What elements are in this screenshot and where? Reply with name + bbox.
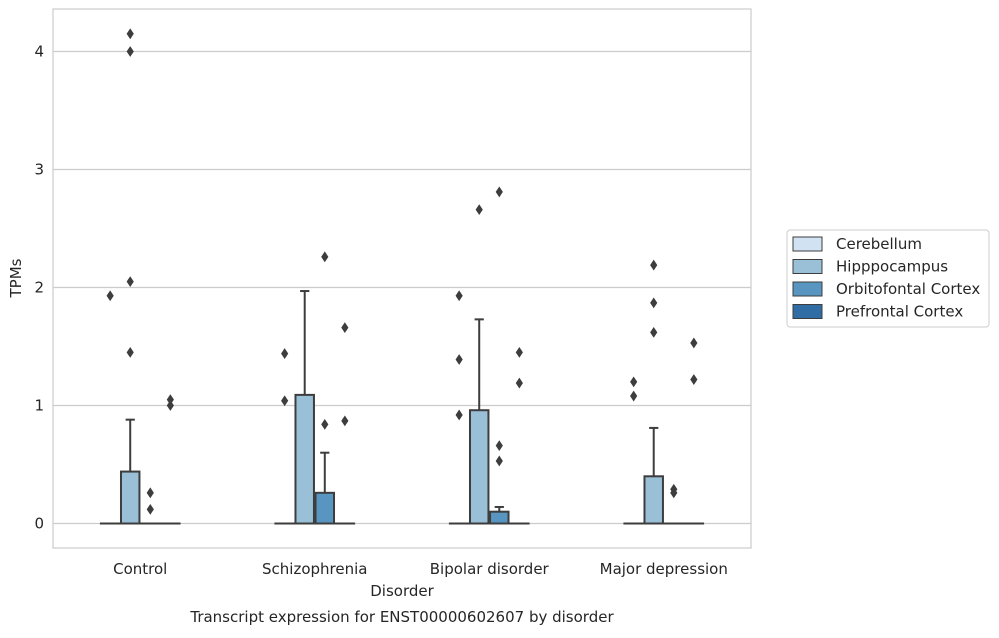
x-tick-label: Schizophrenia: [262, 560, 367, 578]
legend-label: Cerebellum: [836, 235, 922, 253]
x-tick-label: Bipolar disorder: [430, 560, 550, 578]
flier-point: [476, 204, 483, 215]
flier-point: [456, 354, 463, 365]
legend-label: Hipppocampus: [836, 258, 948, 276]
flier-point: [321, 419, 328, 430]
flier-point: [650, 260, 657, 271]
box: [295, 395, 313, 524]
legend-label: Orbitofontal Cortex: [836, 280, 980, 298]
box: [644, 476, 662, 523]
flier-point: [650, 327, 657, 338]
flier-point: [341, 322, 348, 333]
flier-point: [321, 251, 328, 262]
grid-lines: [53, 52, 751, 524]
plot-frame: [53, 9, 751, 548]
flier-point: [630, 377, 637, 388]
box: [470, 410, 488, 523]
y-tick-label: 4: [34, 43, 44, 61]
flier-point: [496, 440, 503, 451]
y-tick-label: 0: [34, 515, 44, 533]
x-tick-labels: Control Schizophrenia Bipolar disorder Majo…: [113, 560, 728, 578]
flier-point: [341, 415, 348, 426]
x-tick-label: Control: [113, 560, 167, 578]
flier-point: [127, 276, 134, 287]
legend-label: Prefrontal Cortex: [836, 303, 963, 321]
flier-point: [167, 400, 174, 411]
flier-point: [650, 297, 657, 308]
flier-point: [456, 290, 463, 301]
flier-point: [690, 374, 697, 385]
flier-point: [147, 487, 154, 498]
y-tick-label: 1: [34, 397, 44, 415]
flier-point: [281, 348, 288, 359]
flier-point: [690, 338, 697, 349]
flier-point: [281, 395, 288, 406]
x-tick-label: Major depression: [600, 560, 728, 578]
box: [121, 472, 139, 524]
flier-point: [127, 347, 134, 358]
flier-point: [516, 347, 523, 358]
legend-swatch: [793, 260, 822, 274]
x-axis-label: Disorder: [370, 582, 434, 600]
flier-point: [127, 28, 134, 39]
fliers-layer: [107, 28, 698, 514]
legend-swatch: [793, 305, 822, 319]
flier-point: [496, 187, 503, 198]
flier-point: [516, 378, 523, 389]
flier-point: [107, 290, 114, 301]
boxes-layer: [101, 291, 703, 523]
legend: Cerebellum Hipppocampus Orbitofontal Corte…: [787, 230, 989, 327]
y-tick-label: 3: [34, 161, 44, 179]
chart-caption: Transcript expression for ENST0000060260…: [189, 608, 614, 626]
y-tick-labels: 0 1 2 3 4: [34, 43, 44, 533]
legend-swatch: [793, 282, 822, 296]
box: [316, 493, 334, 524]
flier-point: [127, 46, 134, 57]
y-axis-label: TPMs: [7, 258, 25, 298]
flier-point: [147, 504, 154, 515]
box: [490, 512, 508, 524]
flier-point: [456, 410, 463, 421]
y-tick-label: 2: [34, 279, 44, 297]
flier-point: [496, 456, 503, 467]
flier-point: [630, 391, 637, 402]
legend-swatch: [793, 237, 822, 251]
